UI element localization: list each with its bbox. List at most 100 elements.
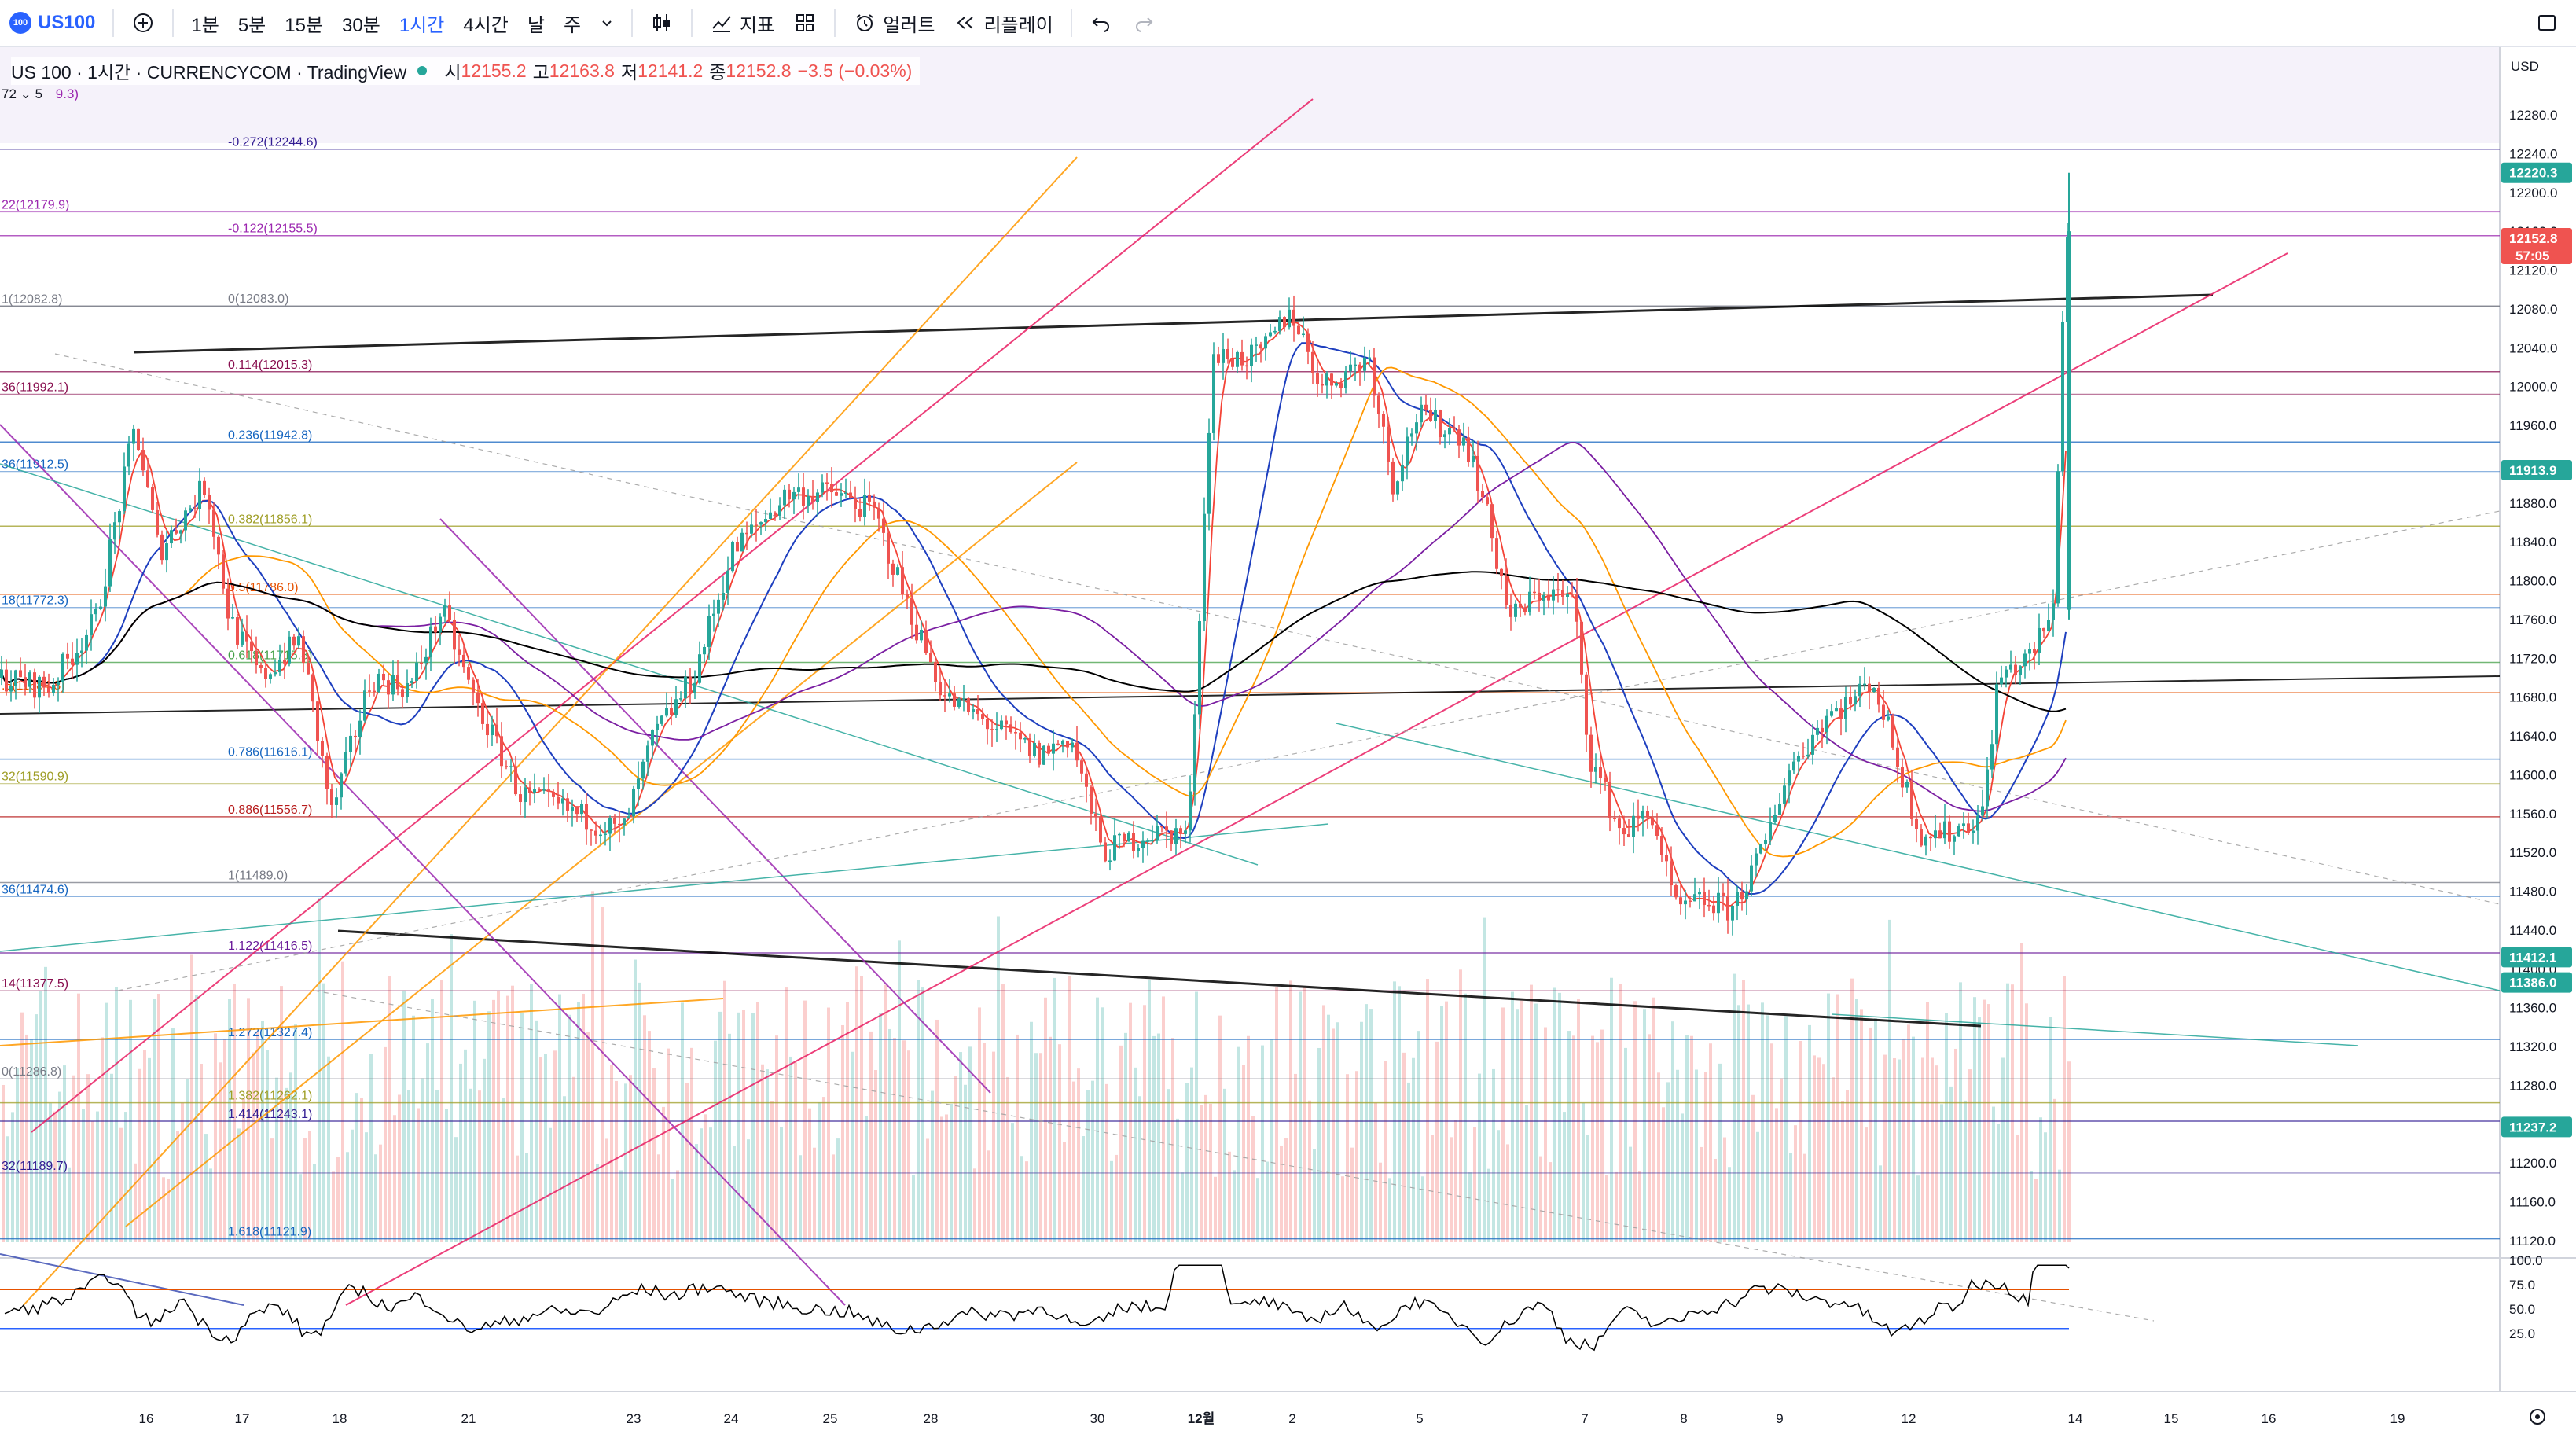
interval-5m[interactable]: 5분 (237, 14, 266, 36)
volume-bar (851, 1051, 854, 1242)
volume-bar (572, 1076, 575, 1242)
candle-body (1556, 589, 1560, 591)
volume-bar (1096, 997, 1099, 1242)
replay-button[interactable]: 리플레이 (944, 0, 1062, 46)
volume-bar (549, 1127, 552, 1242)
interval-1h[interactable]: 1시간 (399, 14, 445, 36)
volume-bar (1879, 1165, 1882, 1242)
candle-body (1453, 428, 1456, 430)
interval-30m[interactable]: 30분 (342, 14, 380, 36)
candle-body (1472, 455, 1475, 463)
candle-body (542, 789, 546, 791)
legend-title[interactable]: US 100 · 1시간 · CURRENCYCOM · TradingView (11, 62, 407, 83)
candle-body (1920, 829, 1923, 846)
interval-dropdown[interactable] (590, 0, 623, 46)
candle-body (396, 675, 399, 690)
candle-body (57, 682, 60, 686)
candle-body (80, 650, 83, 653)
interval-4h[interactable]: 4시간 (463, 14, 509, 36)
volume-bar (1284, 1138, 1288, 1242)
redo-button[interactable] (1123, 0, 1165, 46)
volume-bar (667, 1048, 670, 1242)
volume-bar (789, 1056, 792, 1242)
candle-body (580, 804, 583, 815)
candle-body (575, 807, 579, 815)
candle-body (1052, 743, 1055, 754)
volume-bar (1398, 986, 1401, 1242)
symbol-selector[interactable]: 100 US100 (0, 0, 105, 46)
indicators-icon (712, 16, 731, 32)
candle-body (288, 636, 291, 664)
volume-bar (1223, 1088, 1226, 1242)
volume-bar (634, 959, 637, 1242)
volume-bar (1945, 1013, 1948, 1242)
volume-bar (1068, 976, 1071, 1242)
candle-body (868, 495, 871, 502)
candle-body (255, 650, 258, 666)
add-compare-button[interactable] (122, 0, 164, 46)
candle-body (321, 741, 324, 756)
volume-bar (818, 1102, 821, 1242)
candle-body (854, 498, 857, 509)
candle-body (269, 674, 272, 679)
volume-bar (1181, 1172, 1184, 1242)
indicators-button[interactable]: 지표 (700, 0, 784, 46)
candle-body (1589, 734, 1593, 772)
volume-bar (1836, 994, 1839, 1242)
chart-canvas[interactable]: -0.272(12244.6) -0.122(12155.5) 0(12083.0)… (0, 47, 2576, 1438)
divider (112, 9, 115, 37)
candle-body (759, 522, 763, 525)
volume-bar (1742, 980, 1745, 1242)
volume-bar (1464, 993, 1467, 1242)
interval-week[interactable]: 주 (563, 14, 582, 36)
volume-bar (1737, 1005, 1740, 1242)
volume-bar (1101, 1007, 1104, 1242)
candle-body (1938, 830, 1942, 839)
volume-bar (393, 1115, 396, 1242)
candle-body (1792, 761, 1795, 771)
undo-button[interactable] (1080, 0, 1123, 46)
window-icon (2538, 15, 2556, 31)
volume-bar (1299, 991, 1302, 1242)
volume-bar (1733, 973, 1736, 1242)
candle-body (1769, 822, 1772, 840)
volume-bar (1666, 1082, 1670, 1242)
legend-collapsed-value: 9.3) (55, 86, 79, 101)
volume-bar (973, 1168, 976, 1242)
time-axis: 16 17 18 21 23 24 25 28 30 12월 2 5 7 8 9 12 14 15 16 19 (139, 1409, 2545, 1426)
volume-bar (1105, 1083, 1108, 1242)
volume-bar (1662, 1107, 1665, 1242)
candle-body (1547, 594, 1550, 601)
price-tick-label: 11840.0 (2509, 535, 2556, 550)
volume-bar (879, 1013, 882, 1242)
volume-bar (1435, 1041, 1439, 1242)
fullscreen-button[interactable] (2526, 0, 2568, 46)
candle-body (476, 692, 480, 704)
candle-body (1038, 742, 1041, 765)
candle-body (1627, 834, 1630, 837)
volume-bar (360, 1098, 363, 1242)
interval-1m[interactable]: 1분 (191, 14, 219, 36)
legend-collapsed-row[interactable]: 72 ⌄ 5 9.3) (2, 86, 79, 102)
volume-bar (30, 1039, 33, 1242)
time-tick-label: 30 (1090, 1411, 1105, 1426)
volume-bar (252, 1052, 255, 1242)
layouts-button[interactable] (784, 0, 826, 46)
interval-15m[interactable]: 15분 (285, 14, 324, 36)
volume-bar (1228, 1151, 1231, 1242)
trend-line (439, 518, 991, 1094)
volume-bar (502, 1098, 505, 1242)
interval-day[interactable]: 날 (527, 14, 545, 36)
volume-bar (917, 980, 920, 1242)
volume-bar (58, 1091, 61, 1242)
candle-body (1778, 804, 1781, 815)
chart-type-button[interactable] (641, 0, 683, 46)
candle-body (1995, 684, 1998, 745)
volume-bar (1483, 917, 1486, 1242)
alert-button[interactable]: 얼러트 (843, 0, 944, 46)
candle-body (71, 658, 74, 665)
candle-body (1849, 697, 1852, 705)
top-toolbar: 100 US100 1분 5분 15분 30분 1시간 4시간 날 주 지표 얼… (0, 0, 2576, 47)
candle-body (764, 519, 767, 523)
volume-bar (327, 1056, 330, 1242)
